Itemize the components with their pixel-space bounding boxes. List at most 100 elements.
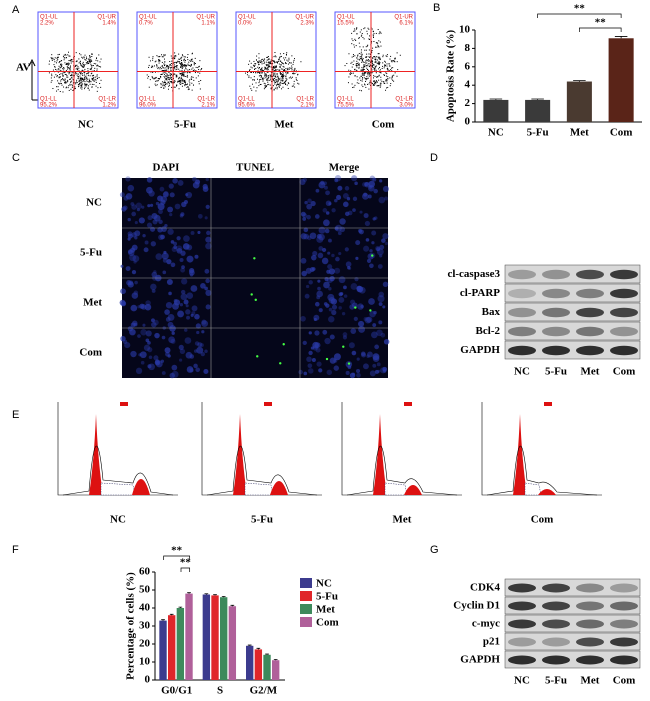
dot xyxy=(365,62,367,64)
dot xyxy=(69,84,71,86)
cell xyxy=(300,257,307,264)
dot xyxy=(356,63,358,65)
dot xyxy=(363,65,365,67)
dot xyxy=(180,58,182,60)
dot xyxy=(89,83,91,85)
dot xyxy=(169,73,171,75)
dot xyxy=(282,79,284,81)
cell xyxy=(308,280,313,285)
dot xyxy=(356,33,358,35)
dot xyxy=(283,57,285,59)
dot xyxy=(270,87,272,89)
dot xyxy=(356,76,358,78)
cell xyxy=(171,331,175,335)
dot xyxy=(56,90,58,92)
dot xyxy=(96,64,98,66)
dot xyxy=(261,72,263,74)
cell xyxy=(308,331,312,335)
dot xyxy=(294,72,296,74)
dot xyxy=(361,73,363,75)
dot xyxy=(95,57,97,59)
dot xyxy=(365,49,367,51)
column-header: DAPI xyxy=(153,162,180,174)
band xyxy=(542,601,570,611)
dot xyxy=(70,60,72,62)
dot xyxy=(59,61,61,63)
tunel-spot xyxy=(325,357,329,361)
dot xyxy=(68,60,70,62)
dot xyxy=(355,65,357,67)
dot xyxy=(51,75,53,77)
dot xyxy=(365,60,367,62)
cell xyxy=(179,303,184,307)
dot xyxy=(171,60,173,62)
dot xyxy=(71,86,73,88)
dot xyxy=(161,73,163,75)
dot xyxy=(192,84,194,86)
dot xyxy=(264,67,266,69)
dot xyxy=(154,77,156,79)
band xyxy=(610,655,638,665)
dot xyxy=(53,59,55,61)
x-tick-label: Com xyxy=(610,127,633,139)
dot xyxy=(82,57,84,59)
y-tick-label: 6 xyxy=(465,60,471,72)
dot xyxy=(148,66,150,68)
dot xyxy=(69,78,71,80)
cell xyxy=(322,247,327,253)
cell xyxy=(181,265,185,269)
dot xyxy=(366,45,368,47)
dot xyxy=(283,81,285,83)
dot xyxy=(387,68,389,70)
dot xyxy=(250,88,252,90)
error-bar xyxy=(531,98,544,100)
dot xyxy=(62,72,64,74)
cell xyxy=(311,254,317,261)
dot xyxy=(371,72,373,74)
dot xyxy=(65,57,67,59)
cell xyxy=(165,317,171,322)
dot xyxy=(274,74,276,76)
dot xyxy=(164,84,166,86)
dot xyxy=(292,63,294,65)
dot xyxy=(371,52,373,54)
band xyxy=(610,326,638,337)
quadrant-name: Q1-LL xyxy=(139,97,156,103)
dot xyxy=(51,58,53,60)
dot xyxy=(380,85,382,87)
dot xyxy=(377,61,379,63)
dot xyxy=(373,75,375,77)
column-header: TUNEL xyxy=(236,162,274,174)
tunel-spot xyxy=(369,309,372,312)
dot xyxy=(363,61,365,63)
histogram-axes xyxy=(57,402,178,496)
dot xyxy=(163,58,165,60)
band xyxy=(508,345,536,356)
band xyxy=(508,655,536,665)
cell xyxy=(166,278,173,285)
dot xyxy=(64,78,66,80)
dot xyxy=(188,71,190,73)
dot xyxy=(263,88,265,90)
cell xyxy=(183,299,189,305)
dot xyxy=(276,88,278,90)
dot xyxy=(368,38,370,40)
cell xyxy=(377,369,381,373)
dot xyxy=(55,74,57,76)
protein-label: Bcl-2 xyxy=(476,325,501,337)
dot xyxy=(260,83,262,85)
cell xyxy=(173,241,178,246)
dot xyxy=(184,56,186,58)
dot xyxy=(69,67,71,69)
dot xyxy=(376,81,378,83)
dot xyxy=(161,81,163,83)
dot xyxy=(367,77,369,79)
cell xyxy=(148,363,155,371)
dot xyxy=(91,83,93,85)
dot xyxy=(151,65,153,67)
dot xyxy=(183,64,185,66)
dot xyxy=(77,73,79,75)
row-label: Com xyxy=(79,347,102,359)
cell xyxy=(343,294,348,298)
dot xyxy=(51,73,53,75)
